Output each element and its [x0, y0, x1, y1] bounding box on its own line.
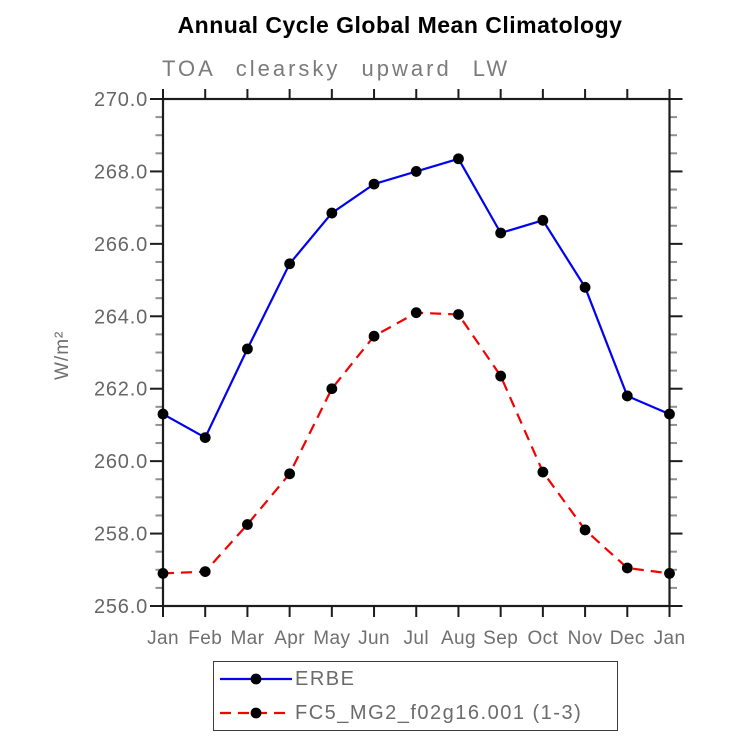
- legend-item-erbe: ERBE: [214, 663, 617, 695]
- legend-sample-marker: [250, 673, 262, 685]
- y-tick-label: 256.0: [94, 596, 148, 618]
- legend-label-erbe: ERBE: [295, 667, 356, 690]
- legend-sample-marker: [250, 707, 262, 719]
- x-tick-label: Jul: [404, 628, 430, 649]
- data-point-marker: [664, 408, 675, 420]
- data-point-marker: [495, 370, 507, 382]
- data-point-marker: [621, 390, 633, 402]
- data-point-marker: [284, 258, 296, 270]
- legend-label-fc5: FC5_MG2_f02g16.001 (1-3): [295, 701, 583, 724]
- data-point-marker: [410, 166, 422, 177]
- chart-title: Annual Cycle Global Mean Climatology: [177, 12, 623, 38]
- legend-line-sample-dashed-icon: [220, 707, 292, 719]
- data-point-marker: [199, 432, 211, 444]
- x-tick-label: Jan: [147, 628, 179, 649]
- data-point-marker: [242, 519, 253, 530]
- x-tick-label: Mar: [230, 628, 264, 649]
- x-tick-label: Jun: [358, 628, 390, 649]
- x-tick-label: Aug: [441, 628, 476, 649]
- data-point-marker: [410, 307, 422, 319]
- data-point-marker: [157, 408, 169, 420]
- data-point-marker: [453, 309, 464, 320]
- data-point-marker: [495, 227, 507, 239]
- x-tick-label: May: [313, 628, 350, 649]
- data-point-marker: [199, 566, 211, 577]
- data-point-marker: [326, 207, 338, 219]
- axis-frame: [161, 97, 671, 608]
- x-tick-label: Apr: [274, 628, 305, 649]
- x-tick-label: Feb: [188, 628, 222, 649]
- y-tick-label: 260.0: [94, 451, 148, 473]
- data-point-marker: [284, 468, 296, 480]
- data-point-marker: [157, 568, 169, 579]
- data-point-marker: [621, 562, 633, 574]
- y-tick-label: 264.0: [94, 306, 148, 328]
- data-point-marker: [579, 524, 591, 536]
- data-point-marker: [664, 568, 675, 579]
- y-tick-label: 266.0: [94, 234, 148, 256]
- chart-subtitle: TOA clearsky upward LW: [162, 56, 511, 81]
- x-tick-label: Nov: [568, 628, 603, 649]
- data-point-marker: [453, 153, 464, 165]
- data-point-marker: [242, 343, 253, 355]
- series-line-FC5_MG2_f02g16.001 (1-3): [162, 311, 670, 575]
- y-tick-label: 270.0: [94, 89, 148, 111]
- data-point-marker: [579, 281, 591, 293]
- x-tick-label: Sep: [483, 628, 518, 649]
- y-tick-label: 258.0: [94, 524, 148, 546]
- data-point-marker: [368, 330, 380, 342]
- x-tick-label: Dec: [610, 628, 645, 649]
- y-tick-label: 268.0: [94, 161, 148, 183]
- legend-line-sample-solid-icon: [220, 673, 292, 685]
- data-point-marker: [537, 466, 549, 478]
- legend: ERBE FC5_MG2_f02g16.001 (1-3): [213, 661, 618, 731]
- x-tick-label: Oct: [527, 628, 558, 649]
- data-point-marker: [368, 178, 380, 190]
- data-point-marker: [326, 383, 338, 395]
- x-tick-label: Jan: [654, 628, 686, 649]
- legend-item-fc5: FC5_MG2_f02g16.001 (1-3): [214, 697, 617, 729]
- series-line-ERBE: [162, 157, 670, 440]
- y-tick-label: 262.0: [94, 379, 148, 401]
- data-point-marker: [537, 214, 549, 226]
